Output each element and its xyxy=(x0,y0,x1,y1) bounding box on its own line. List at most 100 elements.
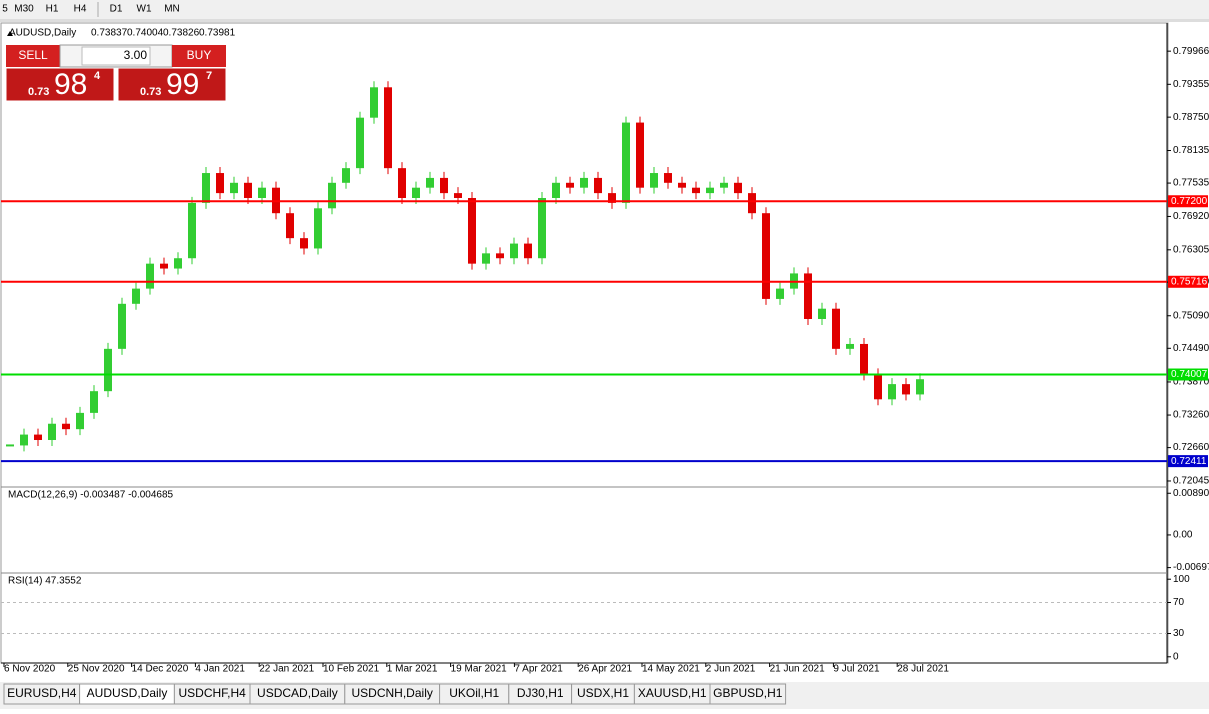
x-tick-label: 9 Jul 2021 xyxy=(833,664,880,675)
symbol-tab-label[interactable]: DJ30,H1 xyxy=(517,686,564,700)
candle xyxy=(496,253,504,259)
level-label-box xyxy=(1168,368,1208,381)
sell-label[interactable]: SELL xyxy=(18,48,48,62)
symbol-tab-label[interactable]: USDX,H1 xyxy=(577,686,629,700)
candle xyxy=(608,193,616,203)
candle xyxy=(356,117,364,169)
candle xyxy=(692,187,700,194)
y-tick-label: 0.73260 xyxy=(1173,410,1209,421)
candle xyxy=(804,273,812,320)
symbol-tab[interactable] xyxy=(709,683,787,705)
symbol-tab-label[interactable]: USDCHF,H4 xyxy=(179,686,247,700)
sell-button[interactable] xyxy=(6,45,60,67)
candle xyxy=(384,87,392,169)
candle xyxy=(482,253,490,264)
candle xyxy=(552,182,560,198)
x-tick-label: 7 Apr 2021 xyxy=(514,664,563,675)
price-small: 4 xyxy=(94,70,101,82)
symbol-tab-label[interactable]: USDCAD,Daily xyxy=(257,686,338,700)
candle xyxy=(20,434,28,446)
price-prefix: 0.73 xyxy=(28,86,49,98)
buy-button[interactable] xyxy=(172,45,226,67)
x-tick-label: 14 Dec 2020 xyxy=(132,664,189,675)
level-label: 0.77200 xyxy=(1171,196,1208,207)
candle xyxy=(678,182,686,188)
symbol-tab-label[interactable]: UKOil,H1 xyxy=(449,686,499,700)
level-label: 0.72411 xyxy=(1171,456,1207,467)
x-tick-label: 14 May 2021 xyxy=(642,664,700,675)
x-tick-label: 28 Jul 2021 xyxy=(897,664,949,675)
price-big: 99 xyxy=(166,68,199,101)
timeframe-button[interactable]: D1 xyxy=(110,4,123,15)
x-tick-label: 21 Jun 2021 xyxy=(770,664,825,675)
symbol-tab-label[interactable]: AUDUSD,Daily xyxy=(87,686,168,700)
x-tick-label: 19 Mar 2021 xyxy=(451,664,508,675)
candle xyxy=(146,263,154,289)
candle xyxy=(34,434,42,441)
candle xyxy=(860,343,868,375)
candle xyxy=(398,168,406,198)
candle xyxy=(776,288,784,299)
y-tick-label: 0.79966 xyxy=(1173,46,1209,57)
candle xyxy=(762,213,770,299)
y-tick-label: 0.00 xyxy=(1173,530,1193,541)
y-tick-label: 0.76920 xyxy=(1173,211,1209,222)
y-tick-label: 0.78135 xyxy=(1173,145,1209,156)
candle xyxy=(174,258,182,269)
candle xyxy=(524,243,532,259)
buy-label[interactable]: BUY xyxy=(187,48,212,62)
y-tick-label: 0.78750 xyxy=(1173,112,1209,123)
level-label: 0.74007 xyxy=(1171,369,1208,380)
candle xyxy=(104,348,112,392)
candle xyxy=(370,87,378,118)
symbol-tab-label[interactable]: EURUSD,H4 xyxy=(7,686,77,700)
timeframe-button[interactable]: H4 xyxy=(74,4,87,15)
candle xyxy=(62,423,70,430)
price-box[interactable] xyxy=(117,67,227,102)
candle xyxy=(916,379,924,395)
symbol-tab-label[interactable]: USDCNH,Daily xyxy=(352,686,433,700)
candle xyxy=(202,173,210,203)
timeframe-button[interactable]: M30 xyxy=(14,4,34,15)
lot-input[interactable] xyxy=(81,46,151,66)
candle xyxy=(832,308,840,349)
candle xyxy=(720,182,728,188)
candle xyxy=(566,182,574,188)
ohlc-value: 0.73826 xyxy=(163,28,200,39)
candle xyxy=(650,173,658,188)
candle xyxy=(230,182,238,194)
lot-value[interactable]: 3.00 xyxy=(124,48,148,62)
symbol-tab-label[interactable]: GBPUSD,H1 xyxy=(713,686,783,700)
timeframe-button[interactable]: 5 xyxy=(2,4,8,15)
x-tick-label: 26 Apr 2021 xyxy=(578,664,632,675)
y-tick-label: 0.73870 xyxy=(1173,377,1209,388)
collapse-icon[interactable] xyxy=(7,31,13,36)
candle xyxy=(328,182,336,209)
candle xyxy=(594,177,602,194)
candle xyxy=(734,182,742,194)
timeframe-button[interactable]: H1 xyxy=(46,4,59,15)
candle xyxy=(216,173,224,194)
candle xyxy=(286,213,294,239)
y-tick-label: 0.77535 xyxy=(1173,178,1209,189)
candle xyxy=(468,197,476,264)
y-tick-label: 0.75090 xyxy=(1173,310,1209,321)
candle xyxy=(440,177,448,194)
level-label-box xyxy=(1168,195,1208,208)
timeframe-button[interactable]: W1 xyxy=(137,4,152,15)
y-tick-label: 0.008903 xyxy=(1173,488,1209,499)
candle xyxy=(636,122,644,188)
timeframe-button[interactable]: MN xyxy=(164,4,180,15)
candle xyxy=(188,202,196,259)
toolbar xyxy=(0,0,1209,19)
indicator-label: RSI(14) 47.3552 xyxy=(8,576,82,587)
x-tick-label: 4 Jan 2021 xyxy=(195,664,245,675)
y-tick-label: 100 xyxy=(1173,574,1190,585)
candle xyxy=(258,187,266,198)
symbol-tab-label[interactable]: XAUUSD,H1 xyxy=(638,686,707,700)
ohlc-value: 0.73837 xyxy=(91,28,128,39)
candle xyxy=(48,423,56,441)
price-box[interactable] xyxy=(5,67,115,102)
y-tick-label: 0.76305 xyxy=(1173,244,1209,255)
